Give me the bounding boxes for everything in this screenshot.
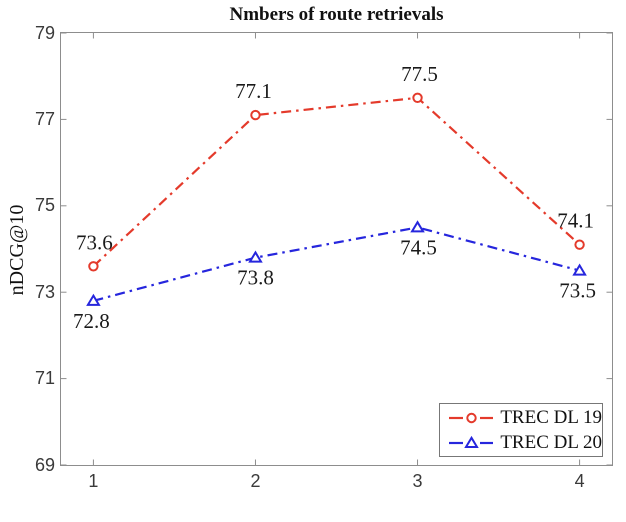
legend: TREC DL 19 TREC DL 20 bbox=[439, 403, 603, 457]
data-point-label: 73.6 bbox=[76, 230, 113, 254]
y-tick-label: 79 bbox=[34, 22, 55, 43]
plot-area: 73.6 77.1 77.5 74.1 72.8 73.8 74.5 73.5 bbox=[60, 32, 613, 466]
series-line-trec-dl-19 bbox=[92, 96, 581, 268]
legend-entry-label: TREC DL 20 bbox=[500, 431, 602, 453]
chart-canvas: 73.6 77.1 77.5 74.1 72.8 73.8 74.5 73.5 bbox=[61, 33, 612, 465]
y-tick-label: 71 bbox=[34, 368, 55, 389]
data-point-marker bbox=[572, 263, 587, 276]
legend-line-sample bbox=[449, 435, 493, 448]
data-point-marker bbox=[574, 239, 585, 250]
data-point-label: 73.8 bbox=[237, 266, 274, 290]
legend-entry: TREC DL 20 bbox=[440, 430, 602, 455]
x-tick-label: 3 bbox=[412, 471, 423, 491]
data-point-marker bbox=[250, 109, 261, 121]
data-point-marker bbox=[86, 293, 101, 306]
data-point-marker bbox=[410, 220, 425, 233]
data-point-marker bbox=[248, 250, 263, 263]
data-point-label: 73.5 bbox=[559, 279, 596, 303]
legend-line-sample bbox=[449, 412, 493, 423]
chart-title: Nmbers of route retrievals bbox=[229, 4, 444, 25]
x-tick-label: 4 bbox=[574, 471, 585, 491]
y-tick-label: 77 bbox=[34, 108, 55, 129]
x-tick-label: 2 bbox=[250, 471, 261, 491]
data-point-marker bbox=[464, 435, 479, 448]
y-tick-label: 69 bbox=[34, 454, 55, 475]
y-tick-label: 73 bbox=[34, 281, 55, 302]
data-point-label: 74.1 bbox=[557, 209, 594, 233]
data-point-marker bbox=[466, 412, 477, 423]
y-tick-label: 75 bbox=[34, 195, 55, 216]
legend-entry: TREC DL 19 bbox=[440, 405, 602, 430]
data-point-marker bbox=[88, 261, 99, 272]
data-point-label: 72.8 bbox=[73, 309, 110, 333]
series-line-trec-dl-20 bbox=[93, 226, 580, 302]
legend-rows: TREC DL 19 TREC DL 20 bbox=[440, 405, 602, 455]
data-point-label: 77.1 bbox=[235, 79, 272, 103]
x-tick-label: 1 bbox=[88, 471, 99, 491]
data-point-marker bbox=[412, 92, 423, 104]
data-point-label: 77.5 bbox=[401, 62, 438, 86]
legend-entry-label: TREC DL 19 bbox=[500, 406, 602, 428]
data-point-label: 74.5 bbox=[400, 235, 437, 259]
